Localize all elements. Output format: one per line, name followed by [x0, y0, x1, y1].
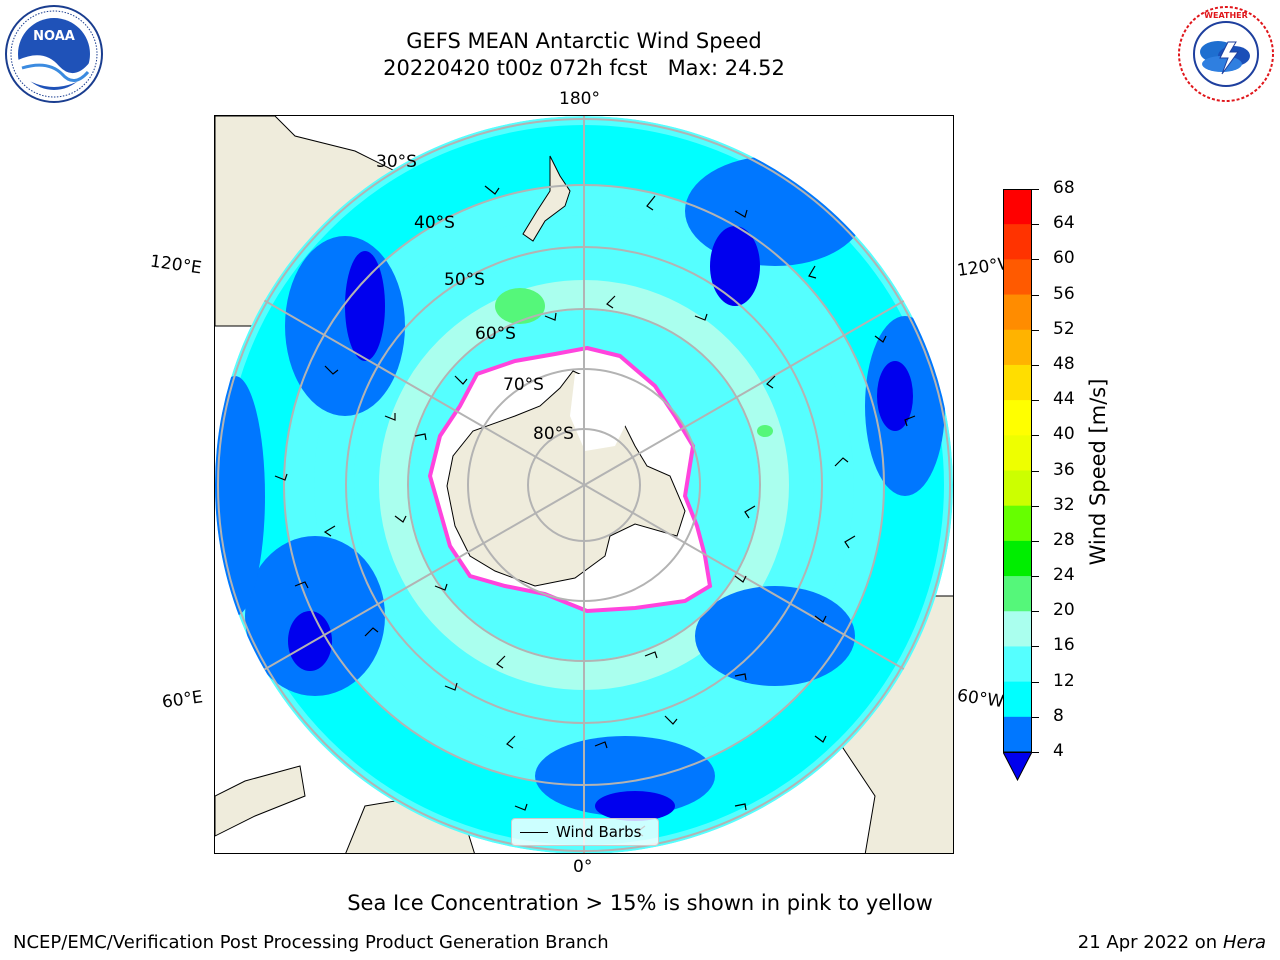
sea-ice-note: Sea Ice Concentration > 15% is shown in … — [347, 891, 933, 915]
colorbar-segment — [1003, 470, 1032, 507]
colorbar-tick-mark — [1032, 294, 1039, 296]
colorbar-tick-mark — [1032, 540, 1039, 542]
colorbar-tick-mark — [1032, 364, 1039, 366]
colorbar-tick-label: 68 — [1053, 178, 1075, 198]
colorbar-segment — [1003, 189, 1032, 225]
colorbar-segment — [1003, 716, 1032, 753]
lat-label-70s: 70°S — [503, 375, 544, 395]
chart-subtitle: 20220420 t00z 072h fcst Max: 24.52 — [383, 56, 785, 80]
lon-label-left-lower: 60°E — [160, 687, 205, 713]
colorbar-tick-mark — [1032, 470, 1039, 472]
colorbar-tick-mark — [1032, 400, 1039, 402]
colorbar-segment — [1003, 224, 1032, 260]
antarctic-map: Wind Barbs — [214, 115, 954, 854]
africa-land — [215, 765, 306, 837]
noaa-logo: NOAA — [4, 4, 104, 104]
lat-label-30s: 30°S — [376, 152, 417, 172]
legend-label: Wind Barbs — [556, 823, 642, 841]
colorbar-tick-mark — [1032, 646, 1039, 648]
colorbar-segment — [1003, 364, 1032, 401]
colorbar-tick-label: 24 — [1053, 565, 1075, 586]
wind-core — [710, 226, 760, 306]
lon-label-right-lower: 60°W — [955, 685, 1006, 713]
colorbar-svg — [1002, 189, 1033, 782]
lon-label-left-upper: 120°E — [148, 251, 203, 279]
colorbar-tick-mark — [1032, 329, 1039, 331]
colorbar-segment — [1003, 400, 1032, 436]
colorbar-segment — [1003, 259, 1032, 296]
footer-date: 21 Apr 2022 on — [1077, 932, 1223, 953]
colorbar-segment — [1003, 576, 1032, 612]
colorbar-tick-label: 52 — [1053, 318, 1075, 339]
lat-label-40s: 40°S — [414, 213, 455, 233]
new-zealand-land — [522, 155, 571, 242]
colorbar-segment — [1003, 294, 1032, 331]
colorbar-extend-triangle — [1002, 751, 1033, 782]
colorbar-segment — [1003, 681, 1032, 718]
graticule — [215, 116, 953, 853]
colorbar-segment — [1003, 646, 1032, 683]
colorbar-tick-mark — [1032, 752, 1039, 753]
colorbar-tick-mark — [1032, 189, 1039, 190]
colorbar-tick-label: 12 — [1053, 670, 1075, 691]
footer-host: Hera — [1222, 932, 1266, 953]
colorbar-segment — [1003, 611, 1032, 647]
colorbar-tick-mark — [1032, 576, 1039, 578]
lat-label-50s: 50°S — [444, 270, 485, 290]
colorbar-tick-mark — [1032, 611, 1039, 613]
lon-label-bottom: 0° — [573, 857, 593, 877]
lat-label-60s: 60°S — [475, 324, 516, 344]
colorbar-segment — [1003, 435, 1032, 471]
colorbar-tick-label: 28 — [1053, 529, 1075, 550]
lat-label-80s: 80°S — [533, 424, 574, 444]
colorbar — [1002, 189, 1033, 782]
colorbar-tick-label: 8 — [1053, 705, 1064, 726]
svg-text:WEATHER: WEATHER — [1204, 11, 1248, 20]
colorbar-tick-mark — [1032, 259, 1039, 261]
colorbar-tick-label: 32 — [1053, 494, 1075, 515]
footer-left: NCEP/EMC/Verification Post Processing Pr… — [13, 932, 609, 953]
colorbar-tick-label: 4 — [1053, 741, 1064, 761]
colorbar-label: Wind Speed [m/s] — [1086, 378, 1110, 566]
colorbar-tick-mark — [1032, 681, 1039, 683]
antarctica-land — [446, 370, 686, 587]
colorbar-tick-mark — [1032, 716, 1039, 718]
colorbar-segment — [1003, 505, 1032, 542]
nws-logo: WEATHER — [1176, 4, 1276, 104]
colorbar-tick-label: 16 — [1053, 635, 1075, 656]
chart-title: GEFS MEAN Antarctic Wind Speed — [406, 29, 762, 53]
colorbar-tick-label: 48 — [1053, 353, 1075, 374]
svg-text:NOAA: NOAA — [33, 29, 75, 44]
legend-line — [520, 832, 548, 833]
colorbar-segment — [1003, 540, 1032, 577]
map-legend: Wind Barbs — [511, 818, 659, 846]
colorbar-tick-label: 44 — [1053, 389, 1075, 410]
colorbar-tick-label: 40 — [1053, 424, 1075, 445]
colorbar-tick-label: 56 — [1053, 283, 1075, 304]
lon-label-top: 180° — [559, 89, 600, 109]
colorbar-tick-label: 64 — [1053, 213, 1075, 234]
colorbar-tick-mark — [1032, 435, 1039, 437]
footer-right: 21 Apr 2022 on Hera — [1078, 932, 1266, 954]
colorbar-tick-label: 20 — [1053, 600, 1075, 621]
colorbar-segment — [1003, 329, 1032, 366]
wind-max-patch — [495, 288, 545, 324]
colorbar-tick-mark — [1032, 224, 1039, 226]
colorbar-tick-mark — [1032, 505, 1039, 507]
colorbar-tick-label: 60 — [1053, 248, 1075, 269]
colorbar-tick-label: 36 — [1053, 459, 1075, 480]
wind-barbs — [274, 185, 916, 837]
